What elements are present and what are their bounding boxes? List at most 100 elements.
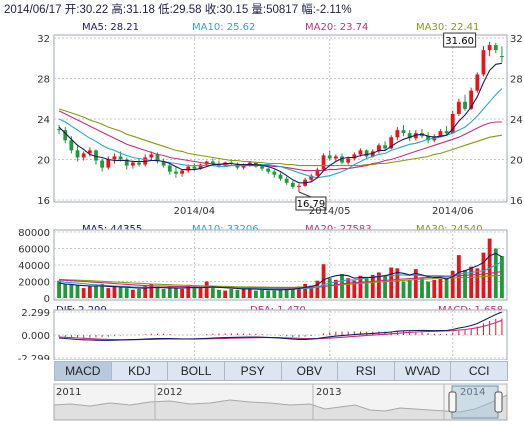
candle-body: [180, 170, 184, 174]
volume-bar: [235, 289, 240, 298]
volume-bar: [266, 290, 271, 298]
price-ma30-label: MA30: 22.41: [416, 22, 480, 33]
volume-bar: [481, 252, 486, 298]
candle-body: [278, 174, 283, 179]
volume-bar: [303, 283, 308, 298]
volume-bar: [124, 288, 129, 298]
candle-body: [450, 113, 455, 134]
volume-bar: [167, 286, 172, 298]
candle-body: [260, 166, 264, 169]
low-marker-box: [295, 196, 327, 211]
macd-dif-line: [59, 311, 503, 341]
price-y-tick-left: 28: [37, 75, 50, 86]
macd-y-tick: -2.299: [18, 354, 50, 360]
volume-bar: [364, 278, 369, 298]
volume-bar: [389, 267, 394, 298]
indicator-tabs: MACD KDJ BOLL PSY OBV RSI WVAD CCI: [54, 361, 508, 381]
price-ma20-label: MA20: 23.74: [305, 22, 369, 33]
timeline-left-handle[interactable]: [448, 391, 457, 413]
timeline-right-handle[interactable]: [494, 391, 503, 413]
tab-obv[interactable]: OBV: [282, 362, 339, 380]
candle-body: [284, 178, 289, 183]
volume-bar: [112, 285, 117, 298]
volume-bar: [346, 278, 351, 298]
candle-body: [192, 166, 197, 169]
candle-body: [321, 155, 326, 170]
volume-bar: [377, 272, 381, 298]
tab-wvad[interactable]: WVAD: [395, 362, 452, 380]
tab-psy[interactable]: PSY: [225, 362, 282, 380]
timeline-selection[interactable]: [451, 385, 499, 419]
candle-body: [426, 136, 431, 141]
volume-bar: [143, 285, 148, 298]
candle-body: [340, 156, 344, 163]
volume-bar: [155, 287, 160, 298]
volume-bar: [327, 278, 332, 298]
price-y-tick-left: 32: [37, 34, 50, 45]
tab-rsi[interactable]: RSI: [338, 362, 395, 380]
volume-bar: [210, 288, 215, 298]
volume-bar: [217, 289, 221, 298]
volume-bar: [278, 288, 283, 298]
timeline-year-2014: 2014: [460, 387, 485, 398]
volume-bar: [407, 279, 412, 298]
candle-body: [395, 130, 400, 138]
volume-bar: [161, 288, 166, 298]
candle-body: [456, 101, 461, 114]
price-ma5-line: [58, 62, 502, 184]
candle-body: [309, 175, 314, 180]
volume-ma30-line: [59, 274, 502, 288]
high-marker-box: [443, 32, 477, 48]
volume-ma5-line: [59, 252, 503, 291]
candle-body: [481, 50, 486, 75]
volume-bar: [456, 255, 461, 298]
volume-bar: [229, 288, 234, 298]
tab-kdj[interactable]: KDJ: [112, 362, 169, 380]
volume-y-tick: 20000: [18, 278, 50, 289]
price-y-tick-left: 16: [37, 196, 50, 207]
candle-body: [266, 168, 271, 172]
price-y-tick-right: 28: [510, 75, 523, 86]
quote-header: 2014/06/17 开:30.22 高:31.18 低:29.58 收:30.…: [4, 4, 352, 16]
volume-bar: [432, 279, 437, 298]
price-ma10-line: [58, 88, 503, 179]
volume-bar: [450, 270, 455, 298]
volume-bar: [192, 287, 197, 298]
volume-bar: [493, 248, 498, 298]
candle-body: [106, 159, 111, 168]
tab-boll[interactable]: BOLL: [168, 362, 225, 380]
candle-body: [463, 101, 467, 109]
timeline-year-2013: 2013: [316, 387, 341, 398]
volume-bar: [106, 288, 111, 298]
candle-body: [100, 160, 105, 168]
volume-ma20-line: [59, 271, 502, 289]
candle-body: [247, 162, 252, 165]
volume-bar: [174, 288, 178, 298]
volume-bar: [130, 289, 135, 298]
volume-bar: [290, 288, 295, 298]
tab-cci[interactable]: CCI: [468, 364, 490, 378]
candle-body: [57, 129, 61, 131]
candle-body: [352, 154, 357, 159]
volume-bar: [469, 266, 474, 298]
price-y-tick-right: 32: [510, 34, 523, 45]
volume-bar: [284, 288, 289, 298]
volume-bar: [426, 281, 431, 298]
candle-body: [198, 164, 203, 169]
candle-body: [130, 162, 135, 166]
volume-bar: [340, 274, 344, 298]
candle-body: [87, 150, 92, 154]
volume-bar: [309, 285, 314, 298]
low-marker-label: 16.79: [297, 199, 326, 210]
volume-ma10-line: [59, 261, 503, 290]
candle-body: [493, 45, 498, 51]
timeline-year-2012: 2012: [157, 387, 182, 398]
volume-bar: [438, 279, 443, 298]
candle-body: [155, 154, 160, 162]
tab-macd[interactable]: MACD: [55, 362, 112, 380]
price-y-tick-right: 20: [510, 156, 523, 167]
candle-body: [297, 185, 301, 187]
volume-bar: [413, 269, 418, 298]
timeline-navigator[interactable]: 2011 2012 2013 2014: [0, 383, 524, 423]
volume-bar: [118, 287, 123, 298]
